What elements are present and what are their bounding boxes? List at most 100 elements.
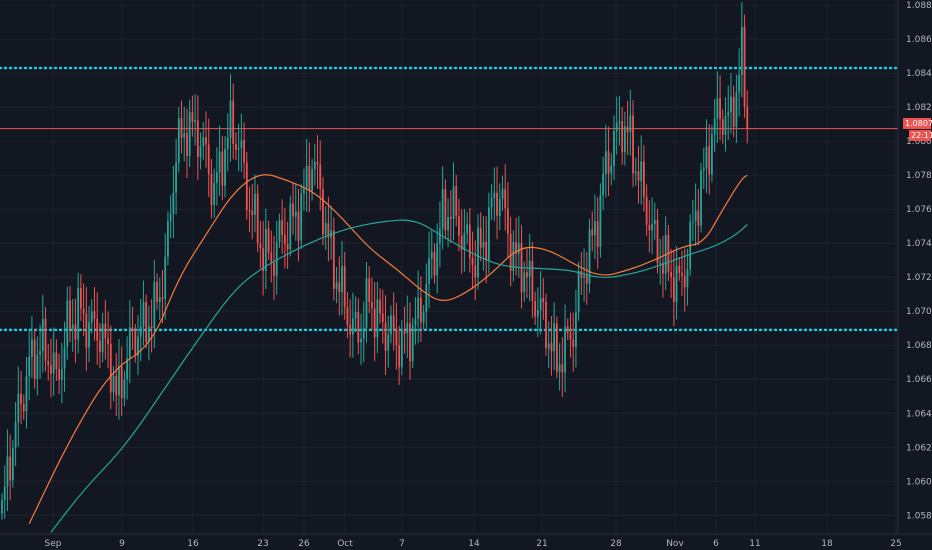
candle-body bbox=[719, 98, 721, 120]
price-tick-label: 1.07400 bbox=[906, 239, 932, 249]
candle-body bbox=[501, 188, 504, 200]
candle-body bbox=[251, 210, 254, 215]
candle-body bbox=[740, 26, 743, 76]
candle-body bbox=[109, 344, 112, 393]
candle-body bbox=[221, 151, 224, 186]
candle-body bbox=[662, 262, 664, 274]
last-price-label: 1.08074 bbox=[905, 119, 932, 128]
candle-body bbox=[441, 189, 444, 229]
candle-body bbox=[259, 243, 262, 249]
candle-body bbox=[142, 302, 145, 327]
candle-body bbox=[9, 456, 12, 481]
candle-body bbox=[172, 192, 175, 214]
candle-body bbox=[379, 299, 381, 314]
candle-body bbox=[316, 161, 319, 165]
candle-body bbox=[188, 112, 191, 157]
candle-body bbox=[322, 188, 324, 235]
candle-body bbox=[659, 262, 662, 264]
candle-body bbox=[708, 146, 711, 175]
price-tick-label: 1.08400 bbox=[906, 69, 932, 79]
candle-body bbox=[460, 235, 463, 250]
candle-body bbox=[297, 211, 300, 241]
candle-body bbox=[77, 288, 80, 340]
price-tick-label: 1.08800 bbox=[906, 1, 932, 11]
moving-average-teal bbox=[50, 219, 748, 533]
candle-body bbox=[602, 173, 605, 196]
candle-body bbox=[479, 227, 482, 248]
candle-body bbox=[670, 271, 673, 278]
candle-body bbox=[362, 327, 365, 339]
price-badges: 1.08074 22:11 bbox=[903, 118, 932, 141]
grid-layer bbox=[0, 0, 898, 534]
time-tick-label: 9 bbox=[119, 539, 125, 549]
candle-body bbox=[428, 258, 430, 284]
price-tick-label: 1.08200 bbox=[906, 103, 932, 113]
candle-body bbox=[256, 193, 259, 244]
candle-body bbox=[319, 164, 322, 189]
candle-body bbox=[210, 173, 213, 206]
candle-body bbox=[422, 312, 425, 323]
candle-body bbox=[47, 360, 50, 366]
candle-body bbox=[526, 272, 528, 277]
candle-body bbox=[199, 146, 202, 158]
candle-body bbox=[368, 278, 371, 303]
candle-body bbox=[11, 447, 14, 481]
candle-body bbox=[724, 115, 727, 135]
time-tick-label: Oct bbox=[337, 539, 353, 549]
candle-body bbox=[158, 297, 161, 303]
candle-body bbox=[425, 283, 428, 313]
candle-body bbox=[283, 234, 286, 244]
candle-body bbox=[705, 146, 708, 169]
last-price-badge bbox=[903, 118, 931, 129]
candle-body bbox=[120, 366, 123, 399]
candle-body bbox=[58, 369, 61, 380]
candle-body bbox=[153, 282, 156, 329]
candle-body bbox=[175, 162, 177, 193]
candle-body bbox=[463, 233, 466, 250]
candle-body bbox=[99, 340, 101, 353]
candle-body bbox=[452, 186, 455, 219]
time-axis[interactable]: Sep 9 16 23 26 Oct 7 14 21 28 Nov 6 11 18 25 bbox=[45, 539, 902, 549]
candle-body bbox=[632, 115, 634, 174]
candle-body bbox=[675, 265, 678, 302]
candle-body bbox=[267, 228, 270, 253]
candle-body bbox=[123, 379, 126, 399]
countdown-badge bbox=[909, 130, 931, 141]
candle-body bbox=[275, 241, 278, 276]
time-tick-label: Nov bbox=[666, 539, 684, 549]
candle-body bbox=[678, 265, 681, 273]
candle-body bbox=[594, 221, 596, 236]
price-tick-label: 1.06400 bbox=[906, 409, 932, 419]
candle-body bbox=[215, 172, 218, 183]
candle-body bbox=[335, 282, 338, 289]
candle-body bbox=[139, 326, 142, 337]
candle-body bbox=[115, 375, 118, 396]
candle-body bbox=[60, 368, 63, 380]
candle-body bbox=[202, 137, 205, 147]
candle-body bbox=[308, 165, 311, 192]
candle-body bbox=[22, 403, 25, 412]
price-tick-label: 1.07800 bbox=[906, 171, 932, 181]
candle-body bbox=[79, 288, 82, 309]
candle-body bbox=[482, 241, 485, 248]
candle-body bbox=[69, 300, 71, 329]
candle-body bbox=[558, 364, 561, 372]
candle-body bbox=[561, 364, 564, 373]
price-axis[interactable]: 1.08800 1.08600 1.08400 1.08200 1.08000 1.078… bbox=[906, 1, 932, 521]
candle-body bbox=[414, 318, 417, 326]
candle-body bbox=[292, 203, 294, 217]
candle-body bbox=[746, 106, 749, 129]
candle-body bbox=[656, 220, 659, 264]
candle-body bbox=[577, 271, 580, 313]
candle-body bbox=[512, 241, 515, 271]
candle-body bbox=[229, 100, 232, 139]
candle-body bbox=[504, 188, 507, 209]
time-tick-label: 7 bbox=[399, 539, 405, 549]
candle-body bbox=[566, 326, 569, 333]
candle-body bbox=[17, 393, 20, 423]
price-tick-label: 1.06600 bbox=[906, 375, 932, 385]
moving-average-orange bbox=[28, 174, 748, 525]
